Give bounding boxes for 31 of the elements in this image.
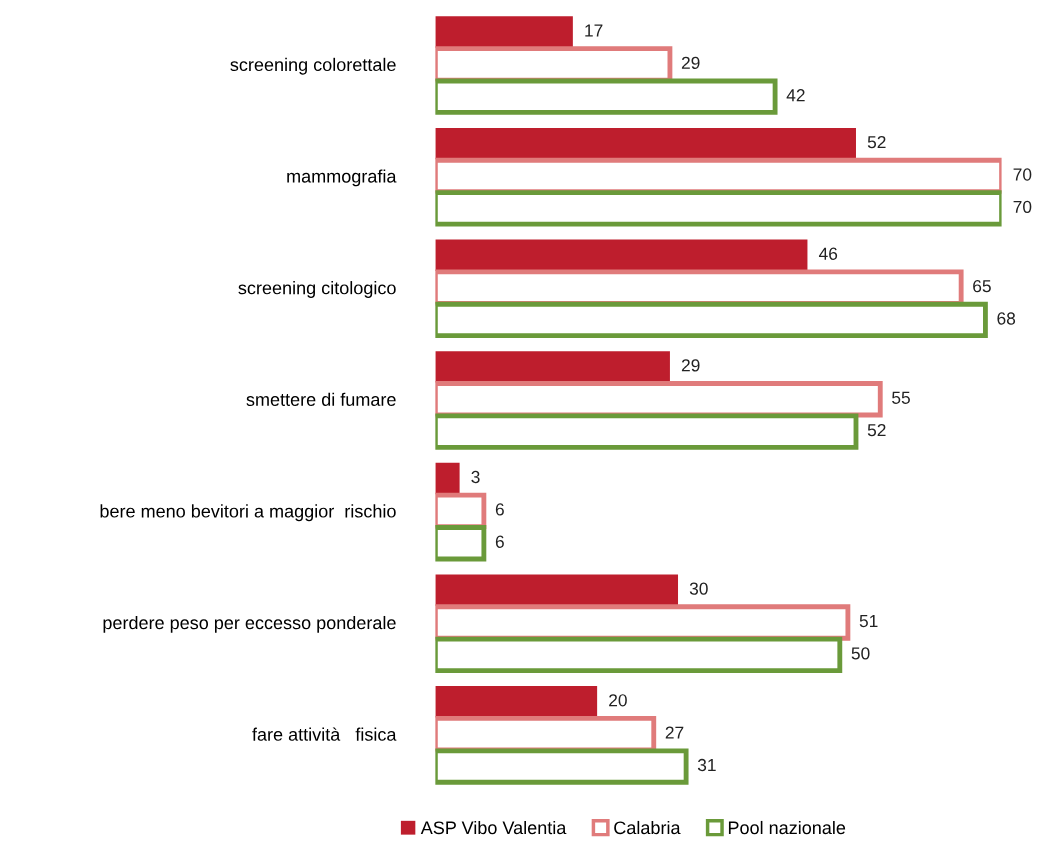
data-label: 52 [867, 135, 886, 149]
y-tick-label: smettere di fumare [246, 392, 396, 406]
data-label: 70 [1013, 200, 1032, 214]
y-tick-label: perdere peso per eccesso ponderale [103, 615, 396, 633]
data-label: 52 [867, 423, 886, 437]
data-label: 29 [681, 359, 700, 372]
data-label: 42 [786, 89, 805, 102]
y-tick-label: mammografia [287, 169, 397, 187]
data-label: 6 [495, 535, 504, 548]
data-label: 20 [609, 694, 627, 707]
data-label: 29 [681, 56, 700, 70]
y-tick-label: screening colorettale [230, 57, 396, 75]
data-label: 46 [818, 247, 838, 260]
data-label: 65 [973, 279, 991, 293]
data-label: 27 [665, 726, 684, 739]
data-label: 30 [689, 582, 708, 595]
data-label: 68 [997, 312, 1016, 325]
data-label: 31 [697, 758, 716, 772]
y-tick-label: screening citologico [238, 281, 396, 298]
data-label: 55 [892, 391, 910, 404]
y-tick-label: fare attività fisica [252, 727, 397, 741]
legend-label: ASP Vibo Valentia [420, 820, 567, 835]
legend-label: Pool nazionale [728, 820, 846, 835]
data-label: 6 [495, 503, 504, 516]
data-label: 17 [585, 24, 603, 37]
data-label: 50 [851, 647, 870, 660]
legend-label: Calabria [614, 820, 681, 835]
data-label: 3 [471, 470, 480, 484]
y-tick-label: bere meno bevitori a maggior rischio [100, 504, 396, 522]
data-label: 51 [859, 615, 878, 628]
data-label: 70 [1013, 168, 1032, 181]
